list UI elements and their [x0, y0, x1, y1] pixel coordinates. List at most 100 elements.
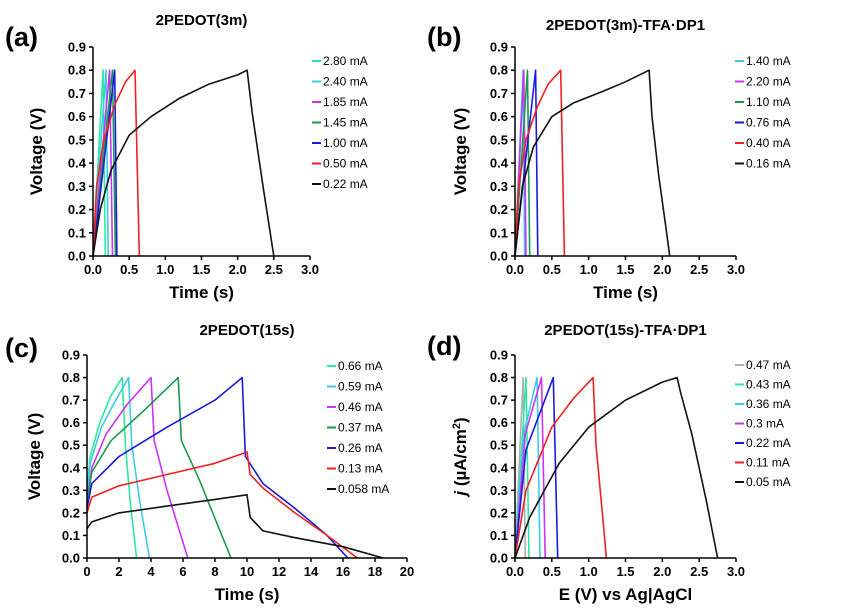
series-line-3: [514, 69, 531, 257]
x-axis-title: Time (s): [169, 283, 234, 302]
series-line-3: [92, 69, 114, 257]
x-tick-label: 3.0: [301, 262, 319, 277]
series-line-6: [92, 69, 141, 257]
series-line-4: [86, 376, 232, 559]
y-tick-label: 0.0: [68, 249, 86, 264]
y-tick-label: 0.2: [68, 202, 86, 217]
series-line-5: [86, 376, 349, 559]
x-tick-label: 2.0: [653, 262, 671, 277]
x-tick-label: 12: [272, 564, 286, 579]
y-tick-label: 0.2: [62, 505, 80, 520]
legend-label: 0.16 mA: [746, 157, 791, 171]
x-tick-label: 1.0: [580, 564, 598, 579]
legend: 0.47 mA 0.43 mA 0.36 mA 0.3 mA 0.22 mA 0.11 m…: [735, 358, 791, 489]
y-tick-label: 0.3: [62, 483, 80, 498]
legend-label: 0.058 mA: [338, 482, 389, 496]
y-tick-label: 0.5: [68, 132, 86, 147]
x-tick-label: 0.0: [506, 262, 524, 277]
legend-label: 0.22 mA: [323, 177, 368, 191]
legend: 2.80 mA 2.40 mA 1.85 mA 1.45 mA 1.00 mA 0.50 …: [312, 54, 368, 191]
y-tick-label: 0.7: [68, 86, 86, 101]
x-tick-label: 2.5: [265, 262, 283, 277]
y-tick-label: 0.8: [62, 370, 80, 385]
chart-title: 2PEDOT(3m): [156, 12, 248, 29]
legend-label: 0.05 mA: [746, 475, 791, 489]
y-axis-title-superscript: 2: [451, 423, 463, 429]
legend-label: 0.11 mA: [746, 456, 790, 470]
y-tick-label: 0.7: [62, 393, 80, 408]
x-tick-label: 0.5: [120, 262, 138, 277]
y-tick-label: 0.2: [490, 202, 508, 217]
y-tick-label: 0.0: [490, 249, 508, 264]
y-tick-label: 0.3: [490, 179, 508, 194]
y-tick-label: 0.8: [490, 370, 508, 385]
chart-panel-4: (d) 2PEDOT(15s)-TFA·DP1 0.0 0.1 0.2 0.3 0.4 0.5…: [427, 322, 791, 604]
legend-label: 0.13 mA: [338, 462, 383, 476]
y-tick-label: 0.9: [68, 40, 86, 55]
legend-label: 0.40 mA: [746, 136, 791, 150]
x-tick-label: 0.0: [84, 262, 102, 277]
series-line-5: [514, 69, 566, 257]
panel-label: (c): [5, 333, 38, 363]
legend-label: 1.45 mA: [323, 116, 368, 130]
series-group: [92, 69, 275, 257]
legend-label: 2.40 mA: [323, 75, 368, 89]
y-tick-label: 0.3: [68, 179, 86, 194]
x-tick-label: 3.0: [727, 262, 745, 277]
x-tick-label: 4: [147, 564, 155, 579]
x-tick-label: 2.5: [690, 262, 708, 277]
x-tick-label: 2.5: [690, 564, 708, 579]
y-tick-label: 0.1: [68, 225, 86, 240]
series-line-5: [514, 376, 559, 559]
series-line-2: [92, 69, 109, 257]
y-tick-label: 0.7: [490, 86, 508, 101]
y-tick-label: 0.5: [490, 438, 508, 453]
chart-panel-1: (a) 2PEDOT(3m) 0.0 0.1 0.2 0.3 0.4 0.5 0.6 0.7 0.8…: [5, 12, 368, 302]
y-axis-title-part: ): [451, 417, 470, 423]
legend-label: 1.10 mA: [746, 95, 791, 109]
legend-label: 0.50 mA: [323, 157, 368, 171]
legend-label: 0.26 mA: [338, 441, 383, 455]
series-line-7: [92, 69, 275, 257]
y-tick-label: 0.7: [490, 393, 508, 408]
legend-label: 0.37 mA: [338, 421, 383, 435]
x-tick-label: 0.0: [506, 564, 524, 579]
chart-title: 2PEDOT(3m)-TFA·DP1: [546, 17, 705, 34]
y-tick-label: 0.4: [68, 156, 87, 171]
legend-label: 0.3 mA: [746, 417, 784, 431]
panel-label: (b): [427, 22, 461, 52]
x-tick-label: 18: [368, 564, 382, 579]
y-axis-title-part: j: [451, 490, 470, 498]
y-tick-label: 0.6: [62, 415, 80, 430]
panel-label: (d): [427, 331, 461, 361]
legend-label: 0.59 mA: [338, 380, 383, 394]
x-tick-label: 10: [240, 564, 254, 579]
x-tick-label: 20: [400, 564, 414, 579]
x-tick-label: 0: [83, 564, 90, 579]
y-tick-label: 0.6: [490, 415, 508, 430]
x-tick-label: 2: [115, 564, 122, 579]
series-group: [86, 376, 384, 559]
series-line-7: [86, 493, 384, 559]
y-axis-title-part: (µA/cm: [451, 429, 470, 491]
x-tick-label: 1.5: [616, 262, 634, 277]
y-tick-label: 0.8: [68, 63, 86, 78]
y-tick-label: 0.1: [490, 225, 508, 240]
y-tick-label: 0.0: [62, 551, 80, 566]
y-tick-label: 0.4: [490, 460, 509, 475]
y-tick-label: 0.6: [68, 109, 86, 124]
y-axis-title: Voltage (V): [27, 108, 46, 196]
y-tick-label: 0.4: [62, 460, 81, 475]
legend-label: 0.22 mA: [746, 436, 791, 450]
y-tick-label: 0.0: [490, 551, 508, 566]
legend: 1.40 mA 2.20 mA 1.10 mA 0.76 mA 0.40 mA 0.16 …: [735, 54, 791, 171]
x-tick-label: 14: [304, 564, 319, 579]
chart-panel-2: (b) 2PEDOT(3m)-TFA·DP1 0.0 0.1 0.2 0.3 0.4 0.5 0…: [427, 17, 791, 302]
x-tick-label: 1.0: [580, 262, 598, 277]
legend-label: 1.40 mA: [746, 54, 791, 68]
x-tick-label: 6: [179, 564, 186, 579]
x-axis-title: E (V) vs Ag|AgCl: [559, 585, 693, 604]
x-tick-label: 3.0: [727, 564, 745, 579]
legend-label: 0.47 mA: [746, 358, 791, 372]
legend-label: 0.66 mA: [338, 359, 383, 373]
